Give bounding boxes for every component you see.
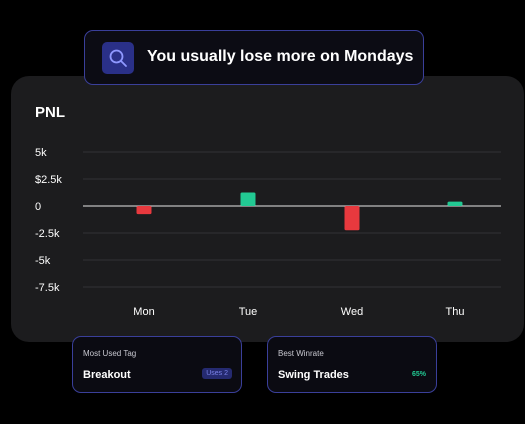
- x-tick-label: Wed: [341, 306, 363, 318]
- bar-wed[interactable]: [344, 206, 360, 231]
- best-winrate-value: Swing Trades: [278, 369, 349, 381]
- bar-mon[interactable]: [136, 206, 152, 215]
- winrate-percent: 65%: [411, 371, 426, 378]
- y-tick-label: $2.5k: [35, 174, 62, 186]
- y-tick-label: 5k: [35, 147, 47, 159]
- x-tick-label: Thu: [446, 306, 465, 318]
- uses-badge: Uses 2: [202, 368, 232, 379]
- search-icon: [102, 42, 134, 74]
- y-tick-label: -7.5k: [35, 282, 60, 294]
- most-used-tag-value: Breakout: [83, 369, 131, 381]
- insight-text: You usually lose more on Mondays: [147, 48, 414, 65]
- best-winrate-card[interactable]: Best Winrate Swing Trades 65%: [267, 336, 437, 393]
- insight-banner[interactable]: You usually lose more on Mondays: [84, 30, 424, 85]
- bar-tue[interactable]: [240, 192, 256, 207]
- bar-thu[interactable]: [447, 201, 463, 206]
- chart-title: PNL: [35, 104, 65, 121]
- pnl-chart-card: PNL 5k $2.5k 0 -2.5k -5k -7.5k Mon Tue Wed Thu: [11, 76, 524, 342]
- most-used-tag-label: Most Used Tag: [83, 349, 137, 358]
- x-tick-label: Tue: [239, 306, 258, 318]
- pnl-bar-chart: 5k $2.5k 0 -2.5k -5k -7.5k Mon Tue Wed Thu: [35, 147, 501, 318]
- y-tick-label: -2.5k: [35, 228, 60, 240]
- y-tick-label: -5k: [35, 255, 51, 267]
- y-tick-label: 0: [35, 201, 41, 213]
- most-used-tag-card[interactable]: Most Used Tag Breakout Uses 2: [72, 336, 242, 393]
- x-tick-label: Mon: [133, 306, 154, 318]
- best-winrate-label: Best Winrate: [278, 349, 324, 358]
